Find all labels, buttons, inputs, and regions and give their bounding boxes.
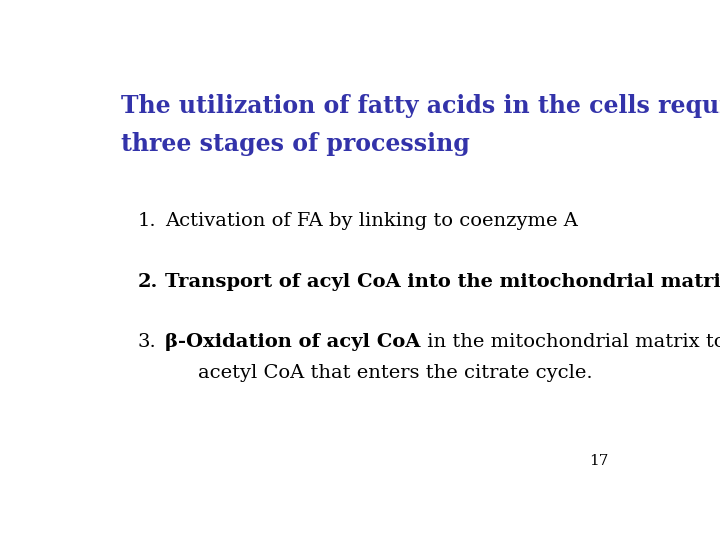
Text: β-Oxidation of acyl CoA: β-Oxidation of acyl CoA bbox=[166, 333, 420, 351]
Text: acetyl CoA that enters the citrate cycle.: acetyl CoA that enters the citrate cycle… bbox=[198, 364, 593, 382]
Text: 3.: 3. bbox=[138, 333, 156, 351]
Text: three stages of processing: three stages of processing bbox=[121, 132, 469, 156]
Text: The utilization of fatty acids in the cells requires: The utilization of fatty acids in the ce… bbox=[121, 94, 720, 118]
Text: 17: 17 bbox=[590, 454, 609, 468]
Text: Transport of acyl CoA into the mitochondrial matrix: Transport of acyl CoA into the mitochond… bbox=[166, 273, 720, 291]
Text: in the mitochondrial matrix to: in the mitochondrial matrix to bbox=[420, 333, 720, 351]
Text: Activation of FA by linking to coenzyme A: Activation of FA by linking to coenzyme … bbox=[166, 212, 578, 231]
Text: 1.: 1. bbox=[138, 212, 156, 231]
Text: 2.: 2. bbox=[138, 273, 158, 291]
